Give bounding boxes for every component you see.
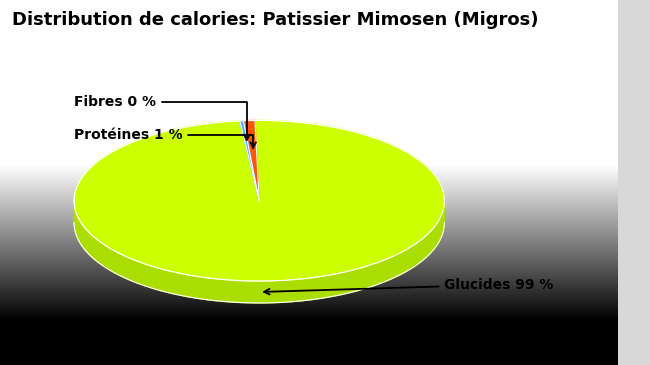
Polygon shape — [74, 201, 118, 274]
Polygon shape — [243, 120, 259, 201]
Text: Distribution de calories: Patissier Mimosen (Migros): Distribution de calories: Patissier Mimo… — [12, 11, 539, 29]
Polygon shape — [118, 201, 445, 303]
Polygon shape — [74, 120, 445, 281]
Text: Protéines 1 %: Protéines 1 % — [74, 128, 256, 148]
Text: Glucides 99 %: Glucides 99 % — [264, 278, 554, 295]
Text: Fibres 0 %: Fibres 0 % — [74, 95, 250, 140]
Text: © vitahoy.ch: © vitahoy.ch — [12, 345, 88, 358]
Polygon shape — [240, 121, 259, 201]
